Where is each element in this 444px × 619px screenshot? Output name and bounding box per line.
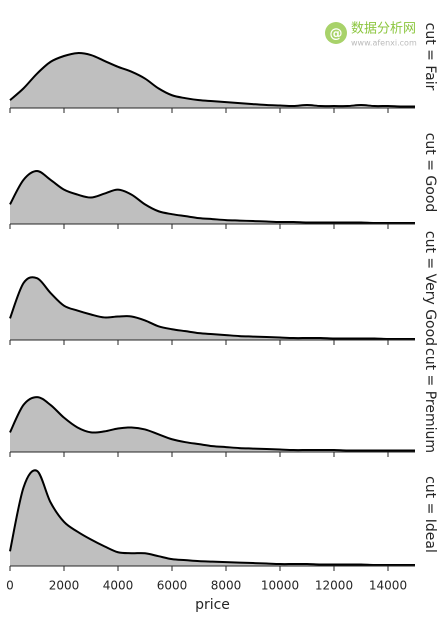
- density-line: [9, 276, 415, 341]
- x-tick-label: 4000: [103, 579, 134, 593]
- panel-title: cut = Good: [422, 133, 438, 213]
- x-tick-label: 6000: [157, 579, 188, 593]
- x-axis-label: price: [195, 597, 230, 613]
- density-area: [10, 53, 415, 108]
- panel: cut = Good: [9, 133, 438, 229]
- watermark-url: www.afenxi.com: [351, 39, 417, 48]
- density-area: [10, 171, 415, 224]
- panel: cut = Fair: [9, 23, 438, 113]
- watermark: @ 数据分析网 www.afenxi.com: [325, 22, 417, 48]
- watermark-title: 数据分析网: [351, 22, 416, 37]
- density-area: [10, 277, 415, 340]
- x-tick-label: 12000: [315, 579, 353, 593]
- panel-title: cut = Fair: [422, 23, 438, 91]
- panel-title: cut = Premium: [422, 348, 438, 453]
- density-area: [10, 397, 415, 452]
- panel: cut = Very Good: [9, 231, 438, 346]
- x-tick-label: 14000: [369, 579, 407, 593]
- watermark-logo-glyph: @: [330, 27, 343, 42]
- density-line: [9, 469, 415, 567]
- panel: 0 2000 4000 6000 8000 10000 12000 14000 cut = Id…: [6, 469, 438, 613]
- panel-title: cut = Very Good: [422, 231, 438, 346]
- panel-title: cut = Ideal: [422, 476, 438, 553]
- x-tick-label: 2000: [49, 579, 80, 593]
- density-line: [9, 396, 415, 452]
- panel: cut = Premium: [9, 348, 438, 457]
- density-line: [9, 52, 416, 108]
- watermark-logo: [325, 22, 347, 44]
- density-area: [10, 470, 415, 566]
- x-tick-label: 8000: [211, 579, 242, 593]
- x-tick-label: 10000: [261, 579, 299, 593]
- x-tick-label: 0: [6, 579, 14, 593]
- density-line: [9, 170, 415, 225]
